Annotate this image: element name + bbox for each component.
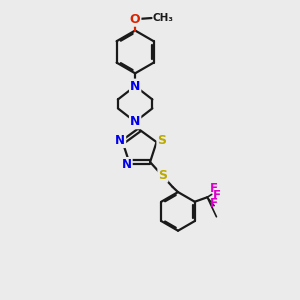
Text: N: N bbox=[130, 80, 140, 93]
Text: N: N bbox=[115, 134, 125, 147]
Text: N: N bbox=[130, 115, 140, 128]
Text: S: S bbox=[158, 169, 167, 182]
Text: S: S bbox=[158, 134, 166, 147]
Text: F: F bbox=[213, 189, 221, 202]
Text: O: O bbox=[130, 13, 140, 26]
Text: CH₃: CH₃ bbox=[153, 13, 174, 23]
Text: F: F bbox=[210, 182, 218, 195]
Text: N: N bbox=[122, 158, 132, 171]
Text: F: F bbox=[210, 197, 218, 210]
